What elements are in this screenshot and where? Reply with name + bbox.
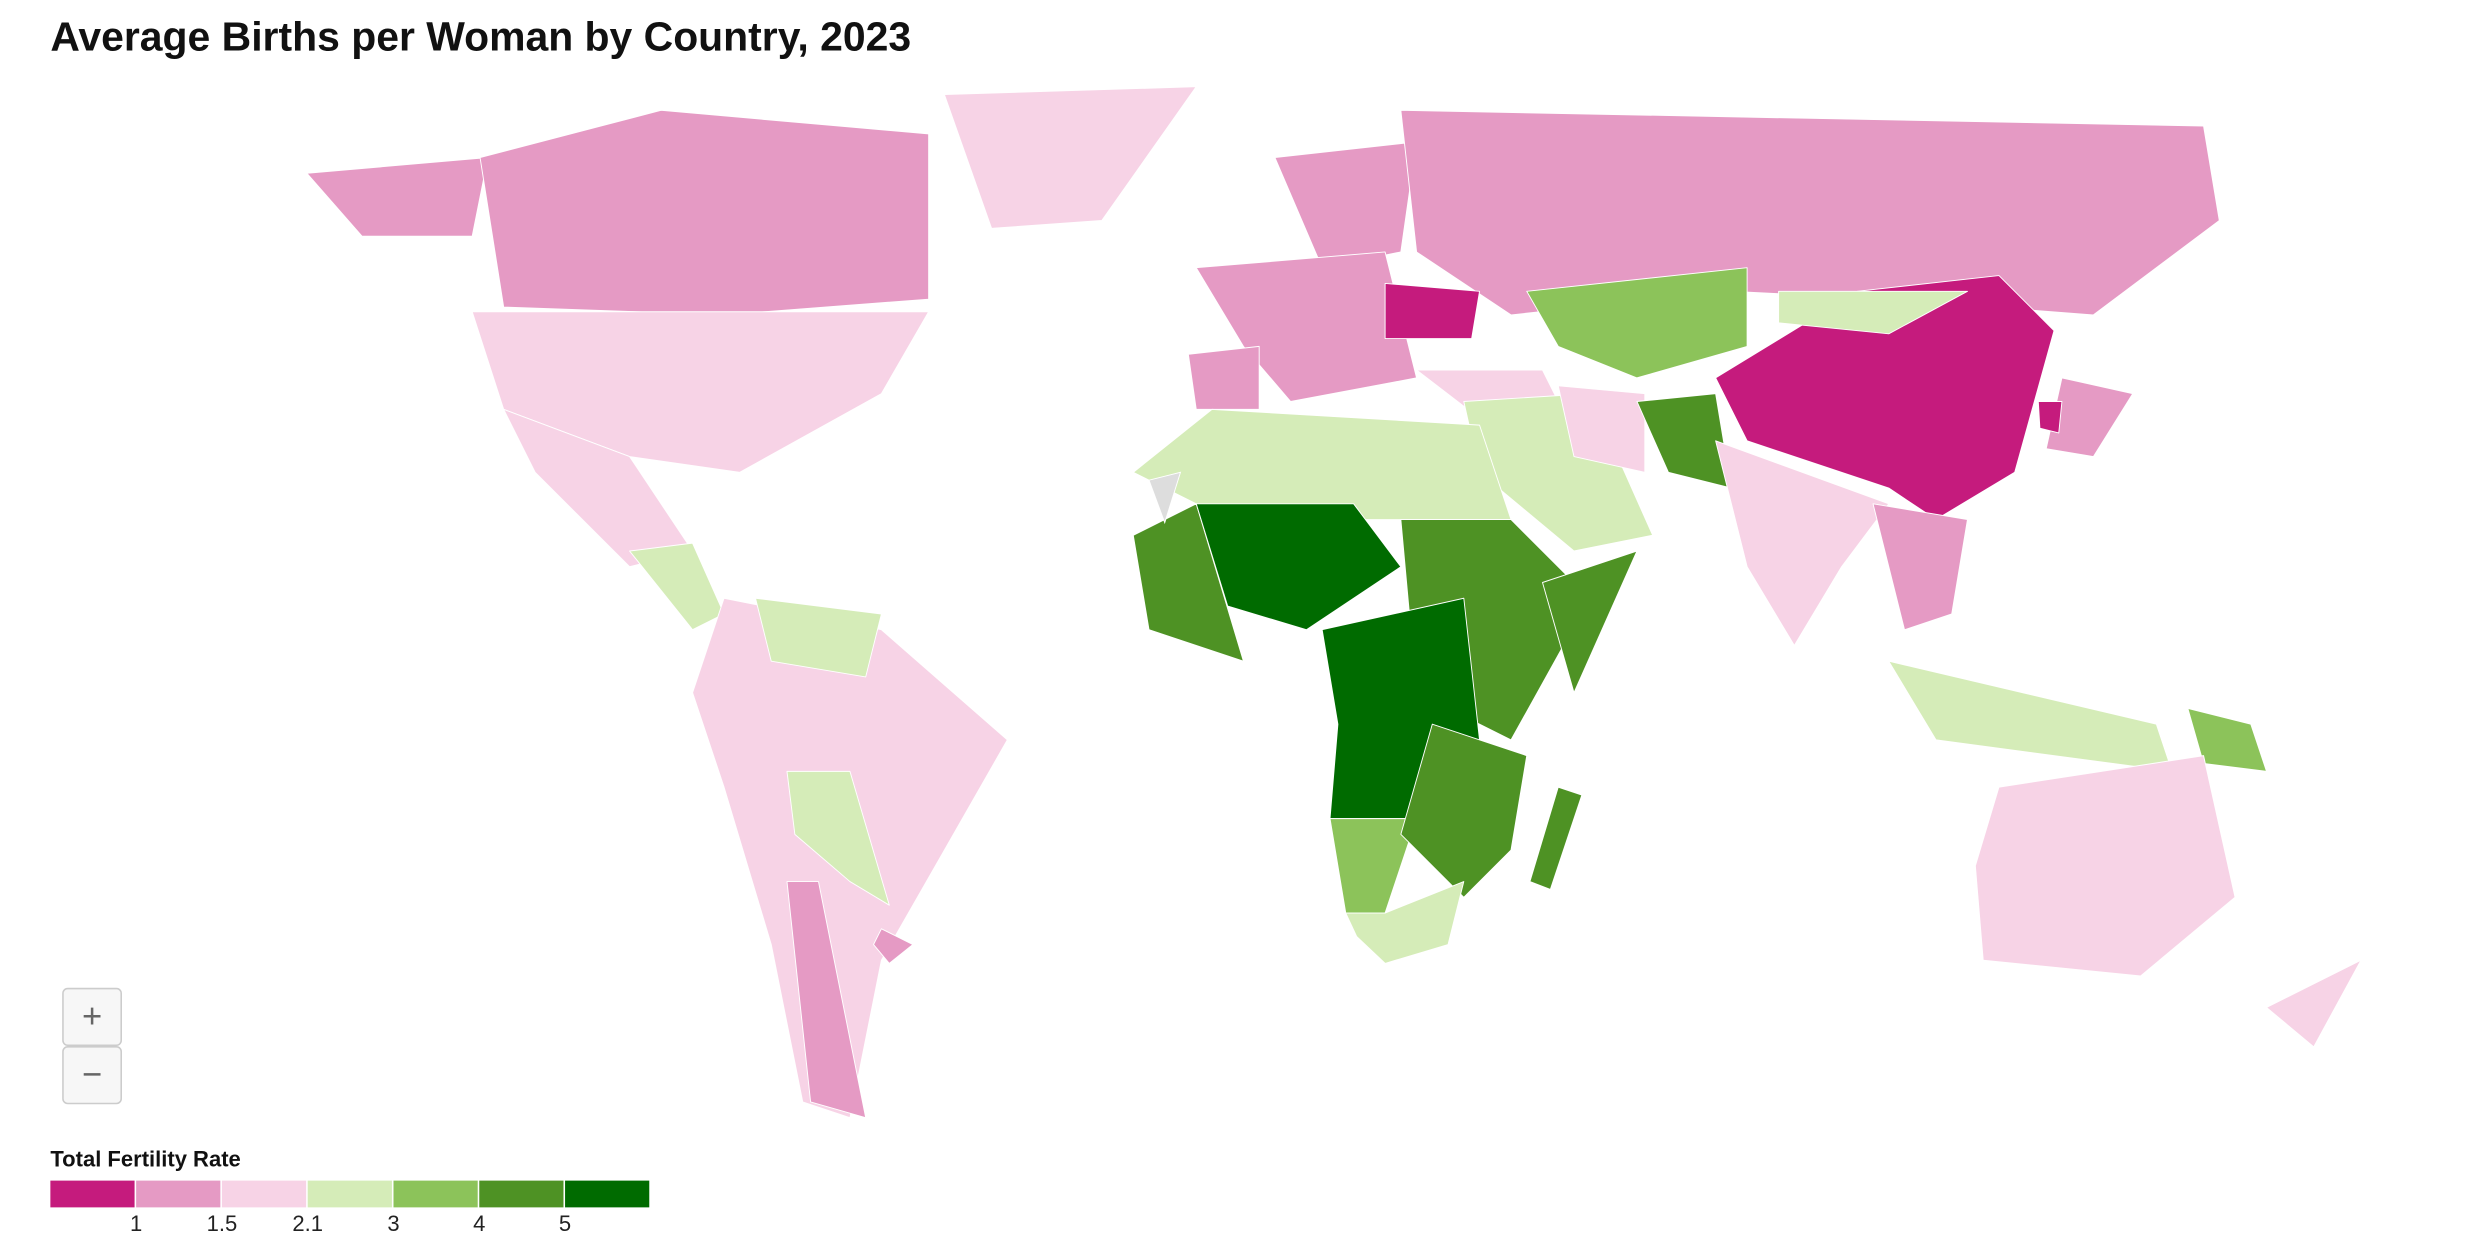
country-region bbox=[1400, 723, 1528, 898]
no-data-region bbox=[1148, 471, 1182, 525]
country-region bbox=[1526, 267, 1748, 379]
legend-title: Total Fertility Rate bbox=[50, 1146, 240, 1171]
country-region bbox=[1187, 345, 1260, 410]
country-region bbox=[1384, 282, 1481, 340]
country-region bbox=[786, 881, 867, 1119]
country-region bbox=[1778, 290, 1968, 335]
country-region bbox=[1888, 660, 2173, 772]
country-region bbox=[1345, 881, 1465, 964]
country-region bbox=[2266, 959, 2362, 1048]
country-region bbox=[873, 928, 914, 964]
legend-swatch bbox=[307, 1180, 392, 1208]
country-region bbox=[1542, 550, 1638, 694]
country-region bbox=[629, 542, 725, 631]
country-region bbox=[943, 86, 1197, 229]
country-region bbox=[786, 770, 890, 906]
country-region bbox=[1529, 786, 1583, 890]
zoom-in-label[interactable]: + bbox=[82, 998, 102, 1036]
zoom-out-label[interactable]: − bbox=[82, 1056, 102, 1094]
country-region bbox=[1557, 385, 1646, 473]
country-region bbox=[1872, 503, 1968, 631]
country-region bbox=[1636, 393, 1732, 489]
country-region bbox=[1974, 755, 2236, 977]
country-region bbox=[1195, 503, 1402, 631]
legend-swatch bbox=[50, 1180, 135, 1208]
legend-swatch bbox=[221, 1180, 307, 1208]
country-region bbox=[1274, 141, 1418, 269]
legend-tick-label: 1.5 bbox=[207, 1211, 238, 1236]
legend-tick-label: 4 bbox=[473, 1211, 485, 1236]
country-region bbox=[479, 109, 930, 316]
country-region bbox=[306, 157, 489, 237]
country-region bbox=[1715, 440, 1890, 646]
legend-tick-label: 3 bbox=[387, 1211, 399, 1236]
legend-tick-label: 5 bbox=[559, 1211, 571, 1236]
legend-swatch bbox=[479, 1180, 564, 1208]
legend-swatch bbox=[136, 1180, 221, 1208]
zoom-in-button[interactable]: + bbox=[62, 987, 122, 1047]
zoom-out-button[interactable]: − bbox=[62, 1046, 122, 1105]
country-region bbox=[2037, 401, 2063, 434]
country-region bbox=[755, 597, 882, 678]
country-region bbox=[2187, 707, 2268, 772]
title: Average Births per Woman by Country, 202… bbox=[50, 13, 911, 59]
legend-tick-label: 2.1 bbox=[292, 1211, 323, 1236]
legend-swatch bbox=[565, 1180, 650, 1208]
country-region bbox=[1132, 408, 1512, 521]
legend: 1 1.5 2.1 3 4 5 bbox=[50, 1180, 650, 1236]
legend-swatch bbox=[393, 1180, 478, 1208]
country-region bbox=[1132, 503, 1244, 662]
country-layer bbox=[306, 86, 2362, 1119]
country-region bbox=[1195, 251, 1418, 402]
country-region bbox=[1715, 275, 2055, 521]
country-region bbox=[1400, 109, 2220, 316]
legend-tick-label: 1 bbox=[130, 1211, 142, 1236]
